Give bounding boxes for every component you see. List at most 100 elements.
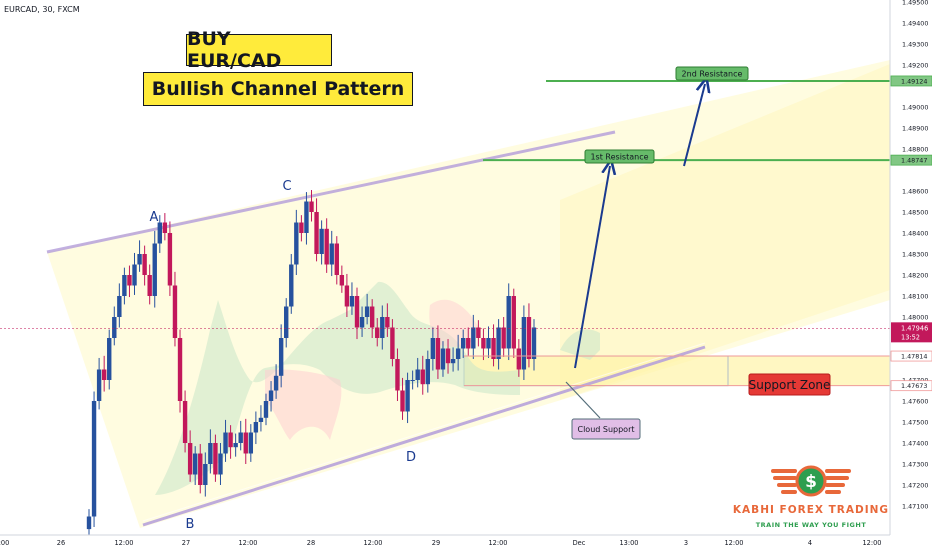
cloud-support-label-box xyxy=(571,418,641,440)
candle-body xyxy=(430,338,436,359)
candle-body xyxy=(268,390,274,401)
cloud-support-pointer xyxy=(565,381,601,419)
candle-body xyxy=(86,516,92,530)
title-buy: BUY EUR/CAD xyxy=(187,28,282,72)
time-axis-background xyxy=(0,535,932,550)
price-tick-label: 1.48800 xyxy=(902,146,928,154)
price-tick-label: 1.48400 xyxy=(902,230,928,238)
price-tick-label: 1.47300 xyxy=(902,461,928,469)
level-tag-box xyxy=(890,380,932,392)
candle-body xyxy=(349,296,355,307)
time-tick-label: 29 xyxy=(432,539,440,547)
price-tick-label: 1.49300 xyxy=(902,41,928,49)
candle-body xyxy=(491,338,496,359)
candle-body xyxy=(127,275,132,286)
second-resistance-label-box xyxy=(675,66,749,81)
price-tick-label: 1.48600 xyxy=(902,188,928,196)
level-tag-label: 1.47673 xyxy=(901,382,927,390)
arrow-to-first-resistance xyxy=(574,166,610,369)
candle-body xyxy=(142,254,147,275)
candle-body xyxy=(410,380,415,381)
candle-body xyxy=(354,296,360,328)
candle-body xyxy=(253,422,259,433)
price-tick-label: 1.48000 xyxy=(902,314,928,322)
candle-body xyxy=(375,327,380,338)
price-tick-label: 1.47400 xyxy=(902,440,928,448)
level-tag-box xyxy=(890,154,932,166)
projection-glow xyxy=(560,64,890,400)
candle-body xyxy=(344,285,350,307)
candle-body xyxy=(511,296,516,349)
candle-body xyxy=(334,243,339,275)
candle-body xyxy=(324,228,329,265)
price-axis-background xyxy=(891,0,932,550)
price-tick-label: 1.48500 xyxy=(902,209,928,217)
price-tick-label: 1.47200 xyxy=(902,482,928,490)
candle-body xyxy=(208,443,213,464)
candle-body xyxy=(486,338,491,349)
candle-body xyxy=(162,222,168,233)
candle-body xyxy=(501,327,506,349)
candle-body xyxy=(223,432,228,454)
symbol-header: EURCAD, 30, FXCM xyxy=(4,5,80,14)
candle-body xyxy=(531,327,537,359)
candle-body xyxy=(96,369,102,401)
time-tick-label: :00 xyxy=(0,539,9,547)
time-tick-label: Dec xyxy=(573,539,586,547)
candle-body xyxy=(182,401,188,443)
candle-body xyxy=(167,233,173,286)
candle-body xyxy=(137,254,142,265)
candle-body xyxy=(218,453,223,475)
candle-body xyxy=(294,222,299,265)
candle-body xyxy=(400,390,405,412)
level-tag-box xyxy=(890,75,932,87)
candle-body xyxy=(284,306,289,338)
candle-body xyxy=(445,348,451,364)
candle-body xyxy=(405,380,410,412)
candle-body xyxy=(107,338,112,380)
candle-body xyxy=(385,317,390,328)
first-resistance-label: 1st Resistance xyxy=(590,152,648,161)
point-label-a: A xyxy=(150,210,159,225)
level-tag-label: 1.49124 xyxy=(901,77,927,85)
countdown-tag-label: 13:52 xyxy=(901,333,920,341)
title-pattern: Bullish Channel Pattern xyxy=(151,78,405,100)
price-tick-label: 1.49400 xyxy=(902,20,928,28)
title-pattern-box: Bullish Channel Pattern xyxy=(143,72,413,106)
candle-body xyxy=(263,401,269,418)
channel-lower-line xyxy=(142,345,706,527)
candle-body xyxy=(289,264,294,307)
time-tick-label: 12:00 xyxy=(114,539,133,547)
brand-dollar-glyph: $ xyxy=(805,472,817,492)
candle-body xyxy=(147,275,152,296)
candle-body xyxy=(273,375,279,391)
ichimoku-cloud-bearish-1 xyxy=(265,369,342,440)
candle-body xyxy=(243,432,248,454)
brand-rays-left xyxy=(771,469,797,494)
level-tag-label: 1.48747 xyxy=(901,157,927,165)
brand-name: KABHI FOREX TRADING xyxy=(733,504,889,516)
candle-body xyxy=(314,212,319,254)
candle-body xyxy=(390,327,395,359)
candle-body xyxy=(526,317,532,359)
candle-body xyxy=(238,432,243,443)
price-tick-label: 1.49200 xyxy=(902,62,928,70)
candle-body xyxy=(258,417,264,422)
candle-body xyxy=(364,306,370,317)
candle-body xyxy=(304,201,309,233)
candle-body xyxy=(471,327,476,349)
candle-body xyxy=(395,359,400,391)
point-label-b: B xyxy=(186,517,195,532)
time-tick-label: 12:00 xyxy=(724,539,743,547)
time-tick-label: 28 xyxy=(307,539,315,547)
brand-coin-icon xyxy=(795,465,827,497)
cloud-support-label: Cloud Support xyxy=(577,425,634,434)
candle-body xyxy=(187,443,193,475)
price-tick-label: 1.47500 xyxy=(902,419,928,427)
price-tick-label: 1.48100 xyxy=(902,293,928,301)
current-price-tag-label: 1.47946 xyxy=(901,324,928,332)
candle-body xyxy=(122,275,127,296)
price-tick-label: 1.47600 xyxy=(902,398,928,406)
candle-body xyxy=(516,348,522,370)
